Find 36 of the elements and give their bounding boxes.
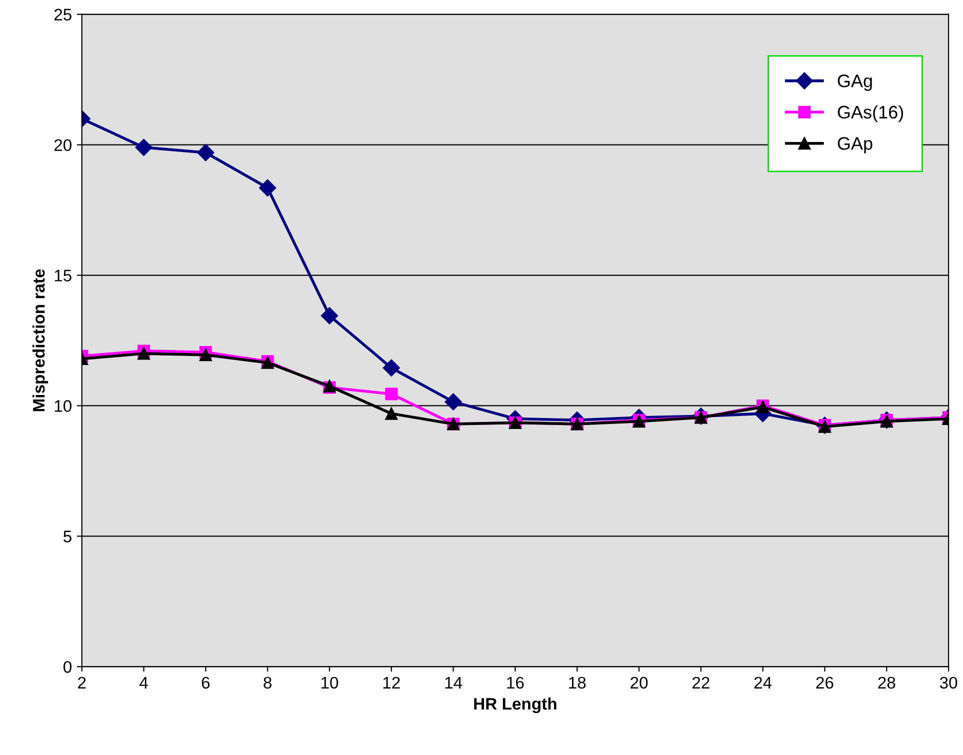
legend-label: GAs(16) bbox=[838, 105, 904, 122]
y-tick-label: 0 bbox=[64, 661, 72, 673]
x-tick-label: 6 bbox=[202, 676, 210, 689]
legend-label: GAp bbox=[838, 137, 872, 154]
point bbox=[444, 393, 462, 410]
point bbox=[320, 307, 338, 324]
x-tick-label: 20 bbox=[630, 676, 648, 689]
legend-label: GAg bbox=[838, 74, 872, 91]
point bbox=[197, 144, 214, 162]
x-tick-label: 2 bbox=[78, 676, 86, 688]
x-axis-title: HR Length bbox=[474, 697, 556, 714]
point bbox=[138, 347, 150, 360]
y-tick-label: 20 bbox=[54, 139, 72, 152]
x-tick-label: 16 bbox=[507, 676, 524, 689]
x-tick-label: 24 bbox=[754, 676, 772, 688]
x-tick-label: 12 bbox=[383, 676, 400, 688]
point bbox=[385, 407, 398, 420]
x-tick-label: 18 bbox=[569, 676, 586, 689]
x-tick-label: 26 bbox=[816, 676, 834, 689]
point bbox=[199, 348, 212, 362]
point bbox=[259, 179, 276, 196]
y-tick-label: 25 bbox=[54, 8, 72, 21]
y-axis-title: Misprediction rate bbox=[32, 269, 48, 412]
y-tick-label: 15 bbox=[54, 270, 72, 282]
point bbox=[385, 388, 398, 400]
x-tick-label: 30 bbox=[940, 676, 958, 689]
x-tick-label: 10 bbox=[321, 676, 338, 689]
x-tick-label: 4 bbox=[140, 677, 148, 688]
point bbox=[382, 359, 400, 376]
x-tick-label: 28 bbox=[878, 676, 896, 689]
y-tick-label: 5 bbox=[64, 530, 72, 542]
point bbox=[135, 138, 152, 156]
y-tick-label: 10 bbox=[54, 400, 72, 412]
x-tick-label: 8 bbox=[264, 676, 272, 689]
x-tick-label: 14 bbox=[445, 677, 462, 688]
x-tick-label: 22 bbox=[692, 676, 710, 688]
